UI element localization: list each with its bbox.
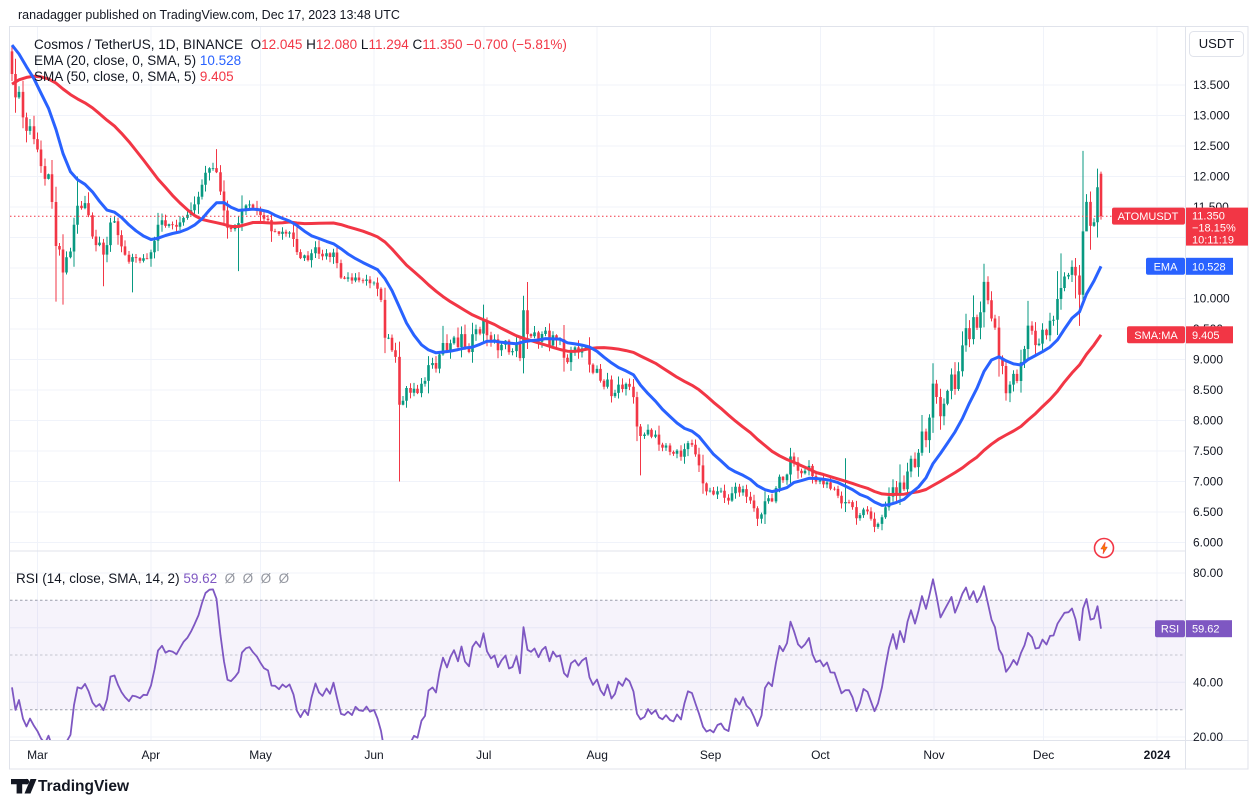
svg-text:10.000: 10.000 bbox=[1193, 292, 1230, 306]
svg-text:80.00: 80.00 bbox=[1193, 566, 1223, 580]
svg-text:13.500: 13.500 bbox=[1193, 78, 1230, 92]
svg-text:11.350: 11.350 bbox=[1192, 211, 1225, 223]
svg-text:Aug: Aug bbox=[587, 748, 608, 762]
svg-text:6.000: 6.000 bbox=[1193, 536, 1223, 550]
svg-text:TradingView: TradingView bbox=[38, 778, 130, 795]
svg-text:ranadagger published on Tradin: ranadagger published on TradingView.com,… bbox=[18, 8, 400, 22]
svg-text:13.000: 13.000 bbox=[1193, 109, 1230, 123]
svg-text:SMA (50, close, 0, SMA, 5) 9.4: SMA (50, close, 0, SMA, 5) 9.405 bbox=[34, 69, 234, 84]
svg-text:Sep: Sep bbox=[700, 748, 722, 762]
svg-text:2024: 2024 bbox=[1144, 748, 1171, 762]
svg-text:Nov: Nov bbox=[923, 748, 944, 762]
svg-text:40.00: 40.00 bbox=[1193, 675, 1223, 689]
svg-text:12.500: 12.500 bbox=[1193, 139, 1230, 153]
svg-text:59.62: 59.62 bbox=[1192, 624, 1220, 636]
svg-text:7.500: 7.500 bbox=[1193, 444, 1223, 458]
svg-text:8.500: 8.500 bbox=[1193, 383, 1223, 397]
svg-text:USDT: USDT bbox=[1199, 36, 1234, 51]
svg-text:SMA:MA: SMA:MA bbox=[1134, 330, 1178, 342]
svg-text:Mar: Mar bbox=[27, 748, 48, 762]
svg-text:EMA: EMA bbox=[1154, 261, 1179, 273]
svg-text:RSI (14, close, SMA, 14, 2) 59: RSI (14, close, SMA, 14, 2) 59.62 Ø Ø Ø … bbox=[16, 571, 290, 586]
svg-text:8.000: 8.000 bbox=[1193, 414, 1223, 428]
svg-text:EMA (20, close, 0, SMA, 5) 10.: EMA (20, close, 0, SMA, 5) 10.528 bbox=[34, 53, 241, 68]
svg-text:Jul: Jul bbox=[476, 748, 491, 762]
svg-text:ATOMUSDT: ATOMUSDT bbox=[1118, 211, 1179, 223]
svg-text:−18.15%: −18.15% bbox=[1192, 223, 1236, 235]
svg-text:9.000: 9.000 bbox=[1193, 353, 1223, 367]
svg-text:20.00: 20.00 bbox=[1193, 730, 1223, 744]
svg-text:12.000: 12.000 bbox=[1193, 170, 1230, 184]
svg-text:May: May bbox=[249, 748, 272, 762]
svg-text:10:11:19: 10:11:19 bbox=[1192, 235, 1234, 247]
svg-text:Dec: Dec bbox=[1033, 748, 1054, 762]
svg-text:Cosmos / TetherUS, 1D, BINANCE: Cosmos / TetherUS, 1D, BINANCE O12.045 H… bbox=[34, 37, 567, 52]
svg-text:Oct: Oct bbox=[811, 748, 830, 762]
svg-text:7.000: 7.000 bbox=[1193, 475, 1223, 489]
svg-text:10.528: 10.528 bbox=[1192, 261, 1226, 273]
svg-text:6.500: 6.500 bbox=[1193, 505, 1223, 519]
svg-text:RSI: RSI bbox=[1161, 624, 1179, 636]
svg-text:9.405: 9.405 bbox=[1192, 330, 1220, 342]
svg-text:Jun: Jun bbox=[364, 748, 383, 762]
svg-text:Apr: Apr bbox=[141, 748, 160, 762]
